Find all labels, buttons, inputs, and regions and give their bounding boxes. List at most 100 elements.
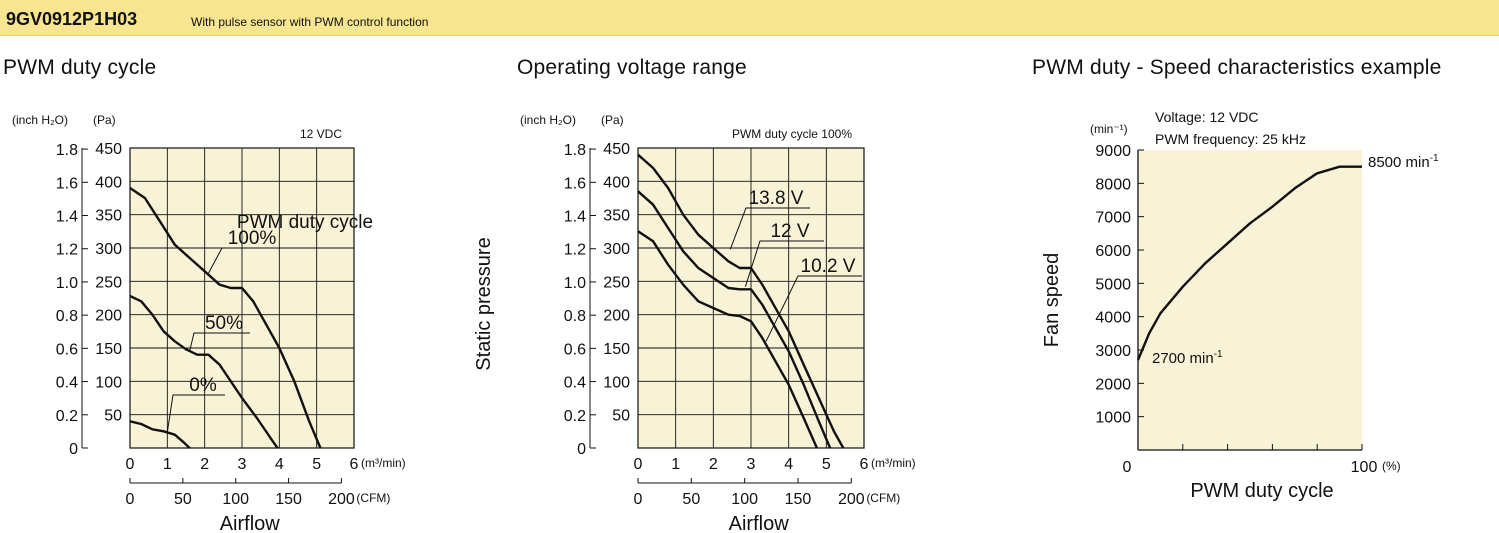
chart2-xtick-cfm: 200 [838,491,865,508]
model-description: With pulse sensor with PWM control funct… [191,15,429,29]
chart3-ytick: 8000 [1095,176,1131,193]
chart2-xtick-m3: 2 [709,456,718,473]
chart1-series-line [129,187,322,449]
chart1-ytick-inch: 0.4 [56,375,78,392]
chart1-xtick-m3: 0 [126,456,135,473]
chart1-ytick-inch: 0.2 [56,408,78,425]
chart1-legend-title: PWM duty cycle [237,212,373,233]
chart1-ytick-pa: 300 [95,241,122,258]
chart1-leader-line [189,332,250,351]
chart1-xtick-cfm: 50 [174,491,192,508]
chart3-yunit: (min⁻¹) [1090,122,1128,136]
chart1-ytick-inch: 0.8 [56,308,78,325]
chart2-leader-line [765,275,862,342]
chart1-xtick-m3: 6 [350,456,359,473]
header-bar: 9GV0912P1H03 With pulse sensor with PWM … [0,0,1499,36]
chart2-ytick-pa: 400 [603,174,630,191]
chart2-xtick-m3: 6 [860,456,869,473]
chart2-xunit-cfm: (CFM) [866,491,900,505]
chart1-ytick-pa: 400 [95,174,122,191]
chart1-ytick-inch: 1.4 [56,209,78,226]
chart2-series-line [637,230,818,449]
chart1-ytick-inch: 0 [69,441,78,458]
chart1-leader-line [166,394,225,433]
chart3-series-line [1136,165,1362,361]
chart1-xtick-cfm: 200 [328,491,355,508]
chart1-ytick-inch: 1.8 [56,142,78,159]
chart1-ytick-pa: 150 [95,341,122,358]
chart2-xtick-cfm: 150 [785,491,812,508]
chart3-ylabel: Fan speed [1041,253,1063,348]
chart1-ytick-inch: 1.0 [56,275,78,292]
model-number: 9GV0912P1H03 [6,9,138,29]
chart2-series-label: 13.8 V [749,188,804,209]
chart3-ytick: 6000 [1095,243,1131,260]
chart2-xtick-m3: 1 [671,456,680,473]
chart1-xtick-cfm: 150 [275,491,302,508]
chart2-ytick-pa: 300 [603,241,630,258]
chart1-series-label: 100% [228,228,277,249]
chart2-yunit-inch: (inch H₂O) [520,113,576,127]
chart1-xunit-m3: (m³/min) [361,456,406,470]
chart2-xlabel: Airflow [729,513,790,533]
chart3-ytick: 4000 [1095,310,1131,327]
chart1-xtick-cfm: 100 [222,491,249,508]
chart1-xtick-m3: 2 [200,456,209,473]
chart2-series-label: 12 V [770,221,809,242]
chart2-ytick-inch: 0.4 [564,375,586,392]
chart3-ytick: 2000 [1095,376,1131,393]
chart1-xtick-m3: 1 [163,456,172,473]
chart2-leader-line [729,207,810,250]
chart2-ytick-pa: 150 [603,341,630,358]
chart2-ytick-pa: 250 [603,274,630,291]
chart2-ytick-inch: 1.0 [564,275,586,292]
chart2-note: PWM duty cycle 100% [732,127,852,141]
chart1-ytick-inch: 1.2 [56,242,78,259]
chart2-ytick-pa: 350 [603,208,630,225]
chart1-xunit-cfm: (CFM) [356,491,390,505]
chart2-xtick-m3: 5 [822,456,831,473]
chart2-ytick-inch: 1.4 [564,209,586,226]
chart3-ytick: 7000 [1095,210,1131,227]
chart2-ytick-pa: 50 [612,408,630,425]
chart1-ytick-pa: 200 [95,308,122,325]
chart3-xtick: 100 [1351,459,1378,476]
chart3-plot-area [1138,150,1362,450]
chart1-title: PWM duty cycle [3,56,157,79]
chart1-xtick-m3: 4 [275,456,284,473]
chart3-ytick: 5000 [1095,276,1131,293]
chart3-ytick: 3000 [1095,343,1131,360]
chart3-xlabel: PWM duty cycle [1190,480,1333,502]
chart3-note-voltage: Voltage: 12 VDC [1155,109,1259,125]
chart2-yunit-pa: (Pa) [601,113,624,127]
chart1-yunit-inch: (inch H₂O) [12,113,68,127]
chart1-ytick-inch: 1.6 [56,175,78,192]
chart1-ytick-pa: 350 [95,208,122,225]
chart3-title: PWM duty - Speed characteristics example [1032,56,1442,79]
chart2-ytick-inch: 0.8 [564,308,586,325]
chart2-xtick-m3: 3 [747,456,756,473]
chart1-xtick-cfm: 0 [126,491,135,508]
chart3-xtick: 0 [1123,459,1132,476]
chart2-ytick-inch: 1.8 [564,142,586,159]
chart2-leader-line [744,240,824,287]
chart2-ytick-pa: 100 [603,374,630,391]
chart1-yunit-pa: (Pa) [93,113,116,127]
chart3-min-annotation: 2700 min-1 [1152,349,1223,367]
chart2-ytick-pa: 200 [603,308,630,325]
chart1-xtick-m3: 3 [238,456,247,473]
chart2-ytick-pa: 450 [603,141,630,158]
chart1-ytick-pa: 250 [95,274,122,291]
chart2-xtick-cfm: 50 [682,491,700,508]
chart2-title: Operating voltage range [517,56,747,79]
chart2-series-line [637,190,832,449]
chart1-ytick-pa: 450 [95,141,122,158]
chart2-ylabel: Static pressure [473,237,495,370]
chart2-series-line [637,153,845,449]
chart2-xtick-cfm: 100 [731,491,758,508]
chart1-series-label: 0% [189,375,217,396]
chart2-series-label: 10.2 V [801,256,856,277]
chart1-leader-line [207,247,275,274]
chart2-xunit-m3: (m³/min) [871,456,916,470]
